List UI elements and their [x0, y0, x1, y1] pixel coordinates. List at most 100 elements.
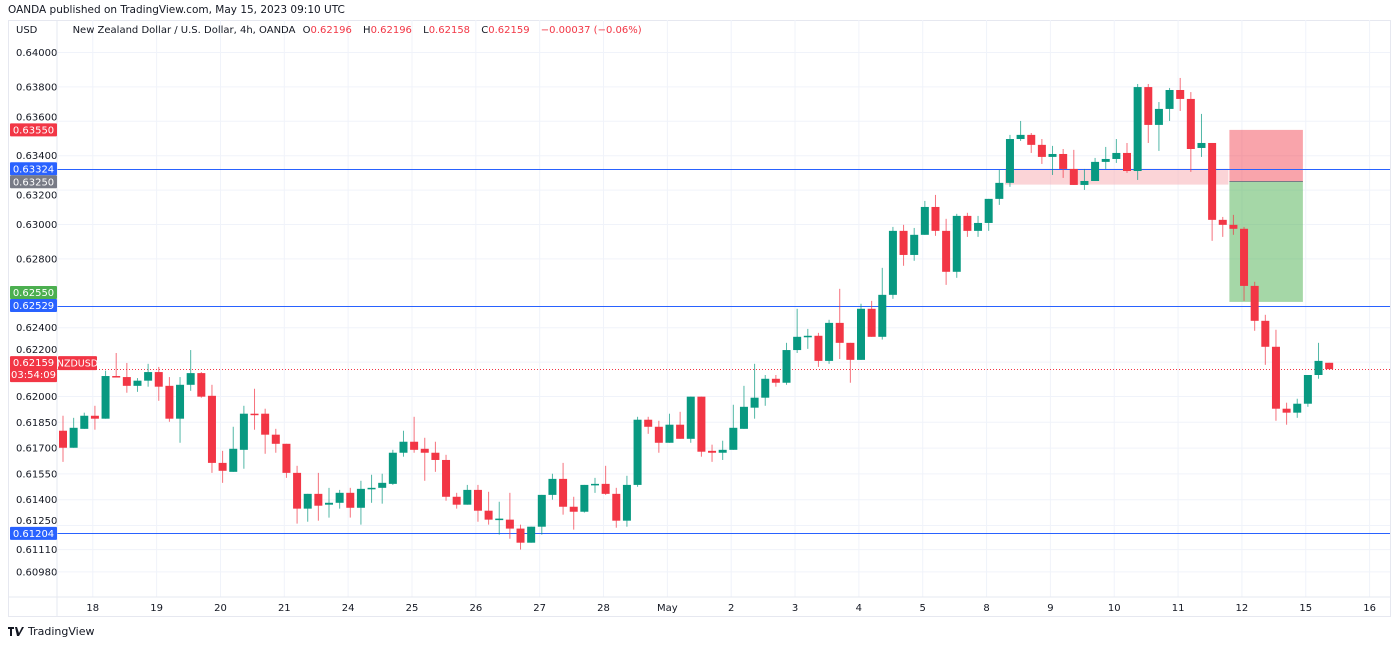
- y-tick-label: 0.63800: [16, 82, 57, 93]
- candle-body-down: [1218, 219, 1227, 225]
- stop-loss-zone: [1229, 129, 1303, 182]
- candle-body-up: [1293, 403, 1302, 413]
- candle-body-up: [133, 380, 142, 386]
- candle-body-down: [612, 493, 621, 521]
- candle-body-down: [1186, 98, 1195, 149]
- candle-body-up: [665, 424, 674, 443]
- candle-body-up: [857, 308, 865, 360]
- hline-price-label: 0.61204: [13, 529, 54, 540]
- x-tick-label: 5: [920, 603, 926, 614]
- candle-body-down: [250, 413, 259, 416]
- candle-body-down: [1250, 285, 1259, 321]
- change-value: −0.00037 (−0.06%): [540, 25, 642, 36]
- horizontal-lines: [57, 169, 1390, 534]
- candle-body-down: [293, 472, 302, 509]
- high-label: H: [363, 25, 371, 36]
- candle-body-down: [431, 452, 440, 460]
- candle-body-up: [537, 494, 546, 527]
- close-group: C0.62159: [481, 25, 533, 36]
- x-tick-label: 28: [597, 603, 610, 614]
- candle-body-up: [984, 198, 993, 223]
- candle-body-up: [995, 182, 1004, 199]
- high-value: 0.62196: [370, 25, 412, 36]
- candle-body-up: [144, 372, 153, 381]
- y-tick-label: 0.62400: [16, 323, 57, 334]
- time-axis[interactable]: 18 19 20 21 24 25 26 27 28 May 2 3 4 5 8 9 10 11 12 15 16: [86, 603, 1376, 614]
- candle-body-up: [335, 492, 344, 503]
- y-tick-label: 0.64000: [16, 48, 57, 59]
- x-tick-label: 25: [406, 603, 419, 614]
- candle-body-down: [261, 413, 270, 435]
- candle-body-up: [1005, 139, 1014, 183]
- candle-body-down: [697, 396, 706, 452]
- symbol-tag: NZDUSD: [57, 359, 98, 370]
- hline-price-label: 0.62529: [13, 301, 54, 312]
- candle-body-down: [1059, 153, 1068, 169]
- entry-price-label: 0.63250: [13, 177, 54, 188]
- x-tick-label: 2: [728, 603, 734, 614]
- candle-body-up: [952, 215, 961, 272]
- last-price-label-bg: [10, 356, 57, 383]
- x-tick-label: 8: [983, 603, 989, 614]
- candle-body-up: [974, 222, 983, 231]
- candle-body-down: [420, 448, 429, 453]
- candle-body-down: [452, 496, 461, 505]
- x-tick-label: May: [657, 603, 678, 614]
- low-group: L0.62158: [423, 25, 474, 36]
- candle-body-up: [495, 518, 504, 521]
- y-tick-label: 0.62200: [16, 345, 57, 356]
- candle-body-up: [686, 396, 695, 439]
- y-tick-label: 0.63600: [16, 112, 57, 123]
- candle-body-down: [601, 483, 610, 494]
- y-tick-label: 0.61250: [16, 516, 57, 527]
- candle-body-down: [654, 426, 663, 443]
- candle-body-down: [644, 419, 653, 427]
- candle-body-up: [527, 526, 536, 543]
- hline-price-label-bg: [10, 526, 57, 540]
- x-tick-label: 24: [342, 603, 355, 614]
- candle-body-down: [931, 206, 940, 231]
- tradingview-logo[interactable]: TradingView: [8, 625, 94, 638]
- candle-body-up: [793, 336, 802, 351]
- candle-body-down: [1144, 87, 1153, 125]
- symbol-legend: USD New Zealand Dollar / U.S. Dollar, 4h…: [16, 25, 646, 36]
- y-tick-label: 0.62800: [16, 254, 57, 265]
- candle-body-up: [186, 373, 195, 385]
- x-tick-label: 3: [792, 603, 798, 614]
- candle-body-up: [325, 502, 333, 505]
- candle-body-down: [1240, 228, 1249, 286]
- y-tick-label: 0.61850: [16, 418, 57, 429]
- close-value: 0.62159: [488, 25, 530, 36]
- candle-body-up: [367, 487, 376, 490]
- candle-body-up: [1314, 360, 1323, 375]
- candle-body-up: [378, 482, 387, 488]
- candle-body-down: [1037, 144, 1046, 157]
- candle-body-up: [1091, 161, 1100, 181]
- symbol-description[interactable]: New Zealand Dollar / U.S. Dollar, 4h, OA…: [72, 25, 296, 36]
- candle-body-up: [782, 350, 791, 383]
- candles: [59, 77, 1334, 550]
- candle-body-up: [356, 488, 365, 508]
- candle-body-down: [963, 215, 972, 231]
- candle-body-down: [708, 450, 717, 453]
- low-label: L: [423, 25, 429, 36]
- candle-body-up: [803, 335, 812, 338]
- candle-body-down: [442, 459, 451, 497]
- close-label: C: [481, 25, 489, 36]
- price-axis[interactable]: 0.64000 0.63800 0.63600 0.63400 0.63200 0.630…: [8, 20, 1391, 617]
- candle-body-up: [303, 493, 312, 509]
- x-tick-label: 9: [1047, 603, 1053, 614]
- candle-body-up: [739, 406, 748, 429]
- candle-body-down: [899, 230, 908, 255]
- y-tick-label: 0.62000: [16, 392, 57, 403]
- candle-body-up: [176, 384, 185, 419]
- candle-body-down: [271, 434, 280, 444]
- candle-body-up: [622, 484, 631, 521]
- candle-body-up: [1080, 180, 1089, 185]
- x-tick-label: 27: [533, 603, 546, 614]
- bar-countdown: 03:54:09: [11, 370, 56, 381]
- candle-body-up: [825, 322, 834, 361]
- candle-body-down: [505, 519, 514, 529]
- candle-body-up: [761, 378, 770, 398]
